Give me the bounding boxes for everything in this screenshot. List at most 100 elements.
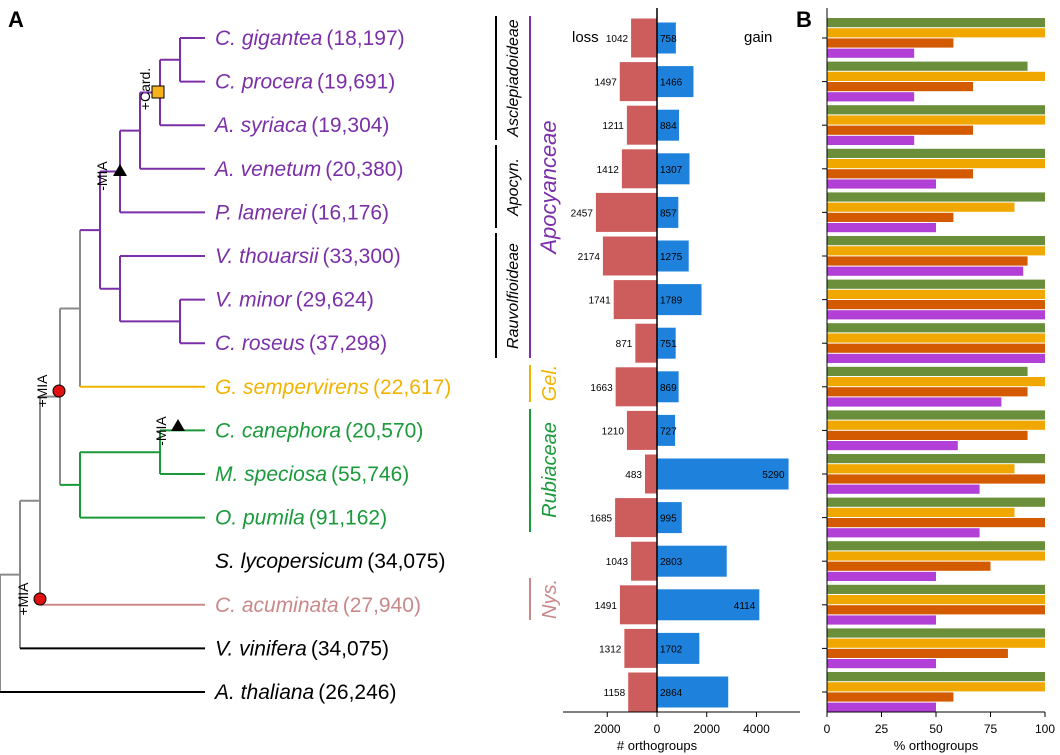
gain-header: gain <box>744 29 772 46</box>
gain-bar <box>657 414 676 446</box>
gain-value-label: 869 <box>660 383 677 394</box>
percent-bar <box>827 256 1028 266</box>
percent-bar <box>827 702 936 712</box>
gain-value-label: 1307 <box>660 165 683 176</box>
taxon-label: V. vinifera (34,075) <box>215 637 389 660</box>
loss-bar <box>602 236 657 276</box>
gain-bar <box>657 589 760 621</box>
x-tick-label: 2000 <box>693 722 720 736</box>
percent-bar <box>827 528 980 538</box>
gain-bar <box>657 66 694 98</box>
x-axis-label: # orthogroups <box>617 738 698 753</box>
mia-loss-label-rubiaceae: -MIA <box>153 416 169 446</box>
percent-bar <box>827 333 1045 343</box>
taxon-name: C. acuminata <box>215 594 339 617</box>
loss-value-label: 1211 <box>602 121 624 132</box>
percent-bar <box>827 192 1045 202</box>
taxon-name: V. minor <box>215 289 293 312</box>
taxon-name: S. lycopersicum <box>215 550 363 573</box>
gain-bar <box>657 153 690 185</box>
loss-value-label: 1210 <box>602 426 625 437</box>
taxon-name: O. pumila <box>215 507 305 530</box>
taxon-label: S. lycopersicum (34,075) <box>215 550 445 573</box>
gene-count: (34,075) <box>367 550 445 573</box>
percent-bar <box>827 387 1028 397</box>
mia-loss-triangle-icon <box>171 419 185 431</box>
percent-bar <box>827 48 915 58</box>
percent-bar <box>827 246 1045 256</box>
x-tick-label: 75 <box>984 722 998 736</box>
percent-orthogroups-chart: 0 25 50 75 100 % orthogroups <box>822 8 1055 753</box>
loss-value-label: 1741 <box>588 296 611 307</box>
gain-loss-bars: 1042 758 1497 1466 1211 884 1412 1307 2457 857 217… <box>571 18 789 712</box>
taxon-name: C. canephora <box>215 419 341 442</box>
percent-bar <box>827 310 1045 320</box>
loss-value-label: 1663 <box>590 383 613 394</box>
percent-bar <box>827 71 1045 81</box>
percent-bar <box>827 410 1045 420</box>
percent-bar <box>827 541 1045 551</box>
percent-bar <box>827 135 915 145</box>
percent-bar <box>827 497 1045 507</box>
percent-bar <box>827 648 1008 658</box>
x-tick-label: 25 <box>875 722 889 736</box>
x-tick-label: 0 <box>654 722 661 736</box>
asclepiadoideae-label: Asclepiadoideae <box>505 19 522 138</box>
loss-value-label: 1312 <box>599 644 622 655</box>
percent-bar <box>827 125 974 135</box>
gene-count: (18,197) <box>326 27 404 50</box>
rauvolfioideae-label: Rauvolfioideae <box>505 243 522 349</box>
percent-bar <box>827 692 954 702</box>
y-axis-ticks <box>822 37 827 693</box>
gain-value-label: 995 <box>660 514 677 525</box>
taxon-name: M. speciosa <box>215 463 327 486</box>
loss-bar <box>631 18 657 58</box>
loss-bar <box>615 367 657 407</box>
taxon-label: V. thouarsii (33,300) <box>215 245 401 268</box>
percent-bar <box>827 605 1045 615</box>
taxon-label: C. acuminata (27,940) <box>215 594 421 617</box>
loss-bar <box>621 149 657 189</box>
percent-bar <box>827 464 1015 474</box>
percent-bar <box>827 38 954 48</box>
gene-count: (29,624) <box>296 289 374 312</box>
loss-value-label: 483 <box>625 470 642 481</box>
percent-bar <box>827 507 1015 517</box>
gene-count: (27,940) <box>343 594 421 617</box>
gain-bar <box>657 109 679 141</box>
gene-count: (37,298) <box>309 332 387 355</box>
loss-bar <box>613 280 657 320</box>
gain-value-label: 2803 <box>660 557 683 568</box>
loss-header: loss <box>572 29 599 46</box>
percent-bar <box>827 561 991 571</box>
taxon-label: O. pumila (91,162) <box>215 507 387 530</box>
x-axis-ticks: 2000 0 2000 4000 <box>594 712 770 736</box>
loss-value-label: 1491 <box>595 601 618 612</box>
gene-count: (55,746) <box>331 463 409 486</box>
gain-value-label: 1702 <box>660 644 683 655</box>
mia-gain-label-nyssaceae: +MIA <box>15 582 31 616</box>
gain-value-label: 727 <box>660 426 677 437</box>
percent-bar <box>827 615 936 625</box>
clade-brackets: Asclepiadoideae Apocyn. Rauvolfioideae A… <box>495 16 561 620</box>
x-tick-label: 50 <box>929 722 943 736</box>
loss-value-label: 2457 <box>571 208 594 219</box>
taxon-name: C. procera <box>215 71 313 94</box>
gain-value-label: 5290 <box>762 470 785 481</box>
gain-value-label: 2864 <box>660 688 683 699</box>
gene-count: (16,176) <box>311 201 389 224</box>
loss-value-label: 1685 <box>590 514 613 525</box>
loss-value-label: 1042 <box>606 34 629 45</box>
taxon-label: C. procera (19,691) <box>215 71 395 94</box>
taxon-label: A. venetum (20,380) <box>213 158 403 181</box>
gain-bar <box>657 327 676 359</box>
percent-bars <box>827 18 1045 712</box>
percent-bar <box>827 584 1045 594</box>
loss-bar <box>644 454 657 494</box>
percent-bar <box>827 441 958 451</box>
percent-bar <box>827 179 936 189</box>
gene-count: (34,075) <box>311 637 389 660</box>
gain-bar <box>657 240 689 272</box>
taxon-name: V. vinifera <box>215 637 307 660</box>
gain-value-label: 751 <box>660 339 677 350</box>
